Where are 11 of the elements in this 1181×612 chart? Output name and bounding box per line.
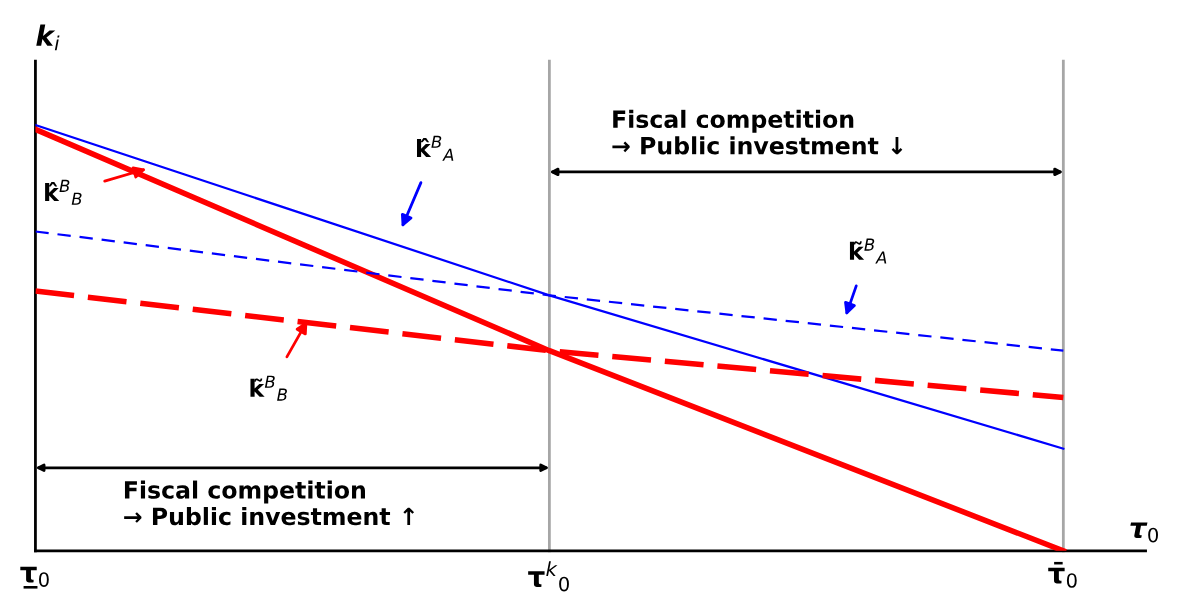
annotation: k̃$^{B}$$_{B}$ [250, 375, 287, 401]
y-axis-title: k$_{i}$ [36, 24, 60, 51]
x-axis-title: τ$_{0}$ [1130, 522, 1158, 543]
annotation: k̂$^{B}$$_{B}$ [45, 179, 82, 205]
annotation: k̃$^{B}$$_{A}$ [849, 238, 887, 264]
x-tick-label: τ̲$_{0}$ [20, 566, 49, 589]
annotation: Fiscal competition → Public investment ↓ [612, 109, 903, 155]
annotation: Fiscal competition → Public investment ↑ [124, 480, 415, 526]
x-tick-label: τ$^{k}$$_{0}$ [528, 561, 569, 592]
x-tick-label: τ̄$_{0}$ [1048, 561, 1077, 588]
annotation: k̂$^{B}$$_{A}$ [417, 135, 454, 161]
